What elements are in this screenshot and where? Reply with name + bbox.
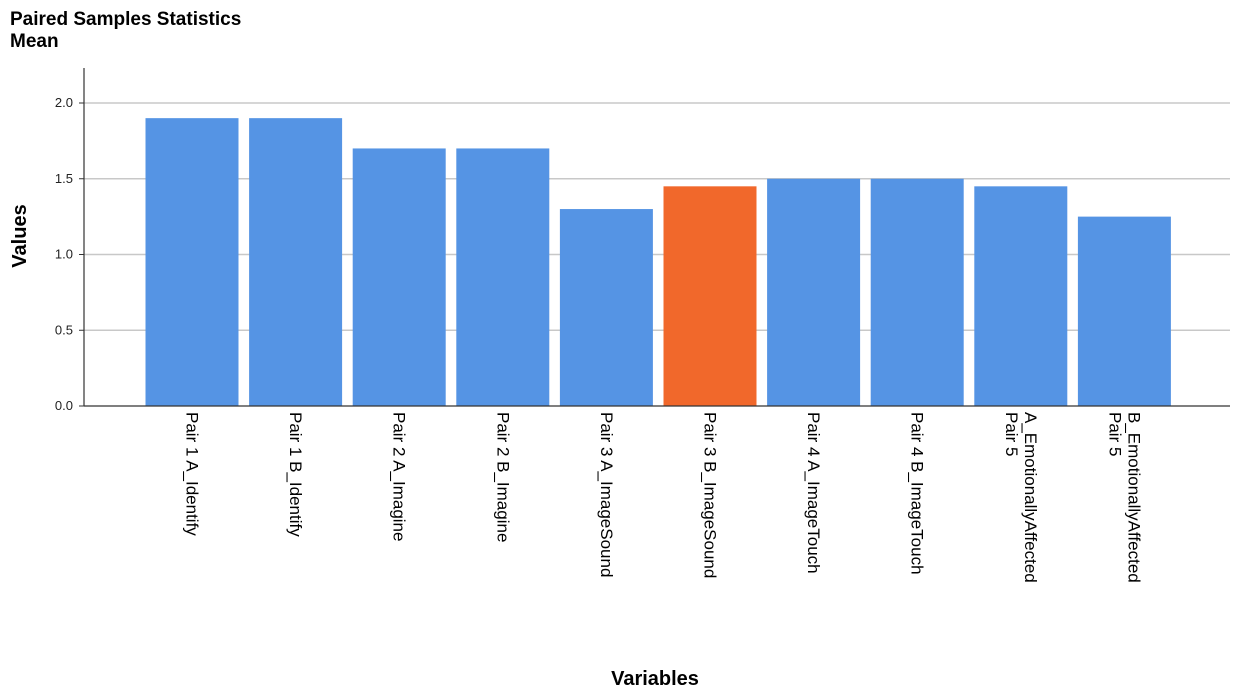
bar [870,178,964,406]
y-tick-label: 0.5 [55,322,73,337]
x-tick-label: Pair 5 [1105,412,1124,456]
bar [456,148,550,406]
y-tick-label: 2.0 [55,95,73,110]
x-axis-title: Variables [611,668,699,690]
x-tick-label: A_EmotionallyAffected [1021,412,1040,583]
bar [145,118,239,407]
category-labels: Pair 1 A_Identify Pair 1 B_Identify Pair 2… [183,412,1144,583]
bar [1077,216,1171,406]
bar [663,186,757,406]
axes: 0.0 0.5 1.0 1.5 2.0 [55,68,1230,413]
chart-title-block: Paired Samples Statistics Mean [10,9,241,53]
x-tick-label: B_EmotionallyAffected [1124,412,1143,583]
y-axis-title: Values [9,204,31,267]
chart-subtitle: Mean [10,31,59,52]
x-tick-label: Pair 3 A_ImageSound [597,412,616,577]
bar [249,118,343,407]
x-tick-label: Pair 2 B_Imagine [493,412,512,542]
x-tick-label: Pair 4 A_ImageTouch [804,412,823,574]
x-tick-label: Pair 5 [1002,412,1021,456]
y-tick-label: 1.5 [55,171,73,186]
x-tick-label: Pair 3 B_ImageSound [701,412,720,578]
x-tick-label: Pair 1 B_Identify [286,412,305,537]
bar [767,178,861,406]
bar [974,186,1068,406]
bar [352,148,446,406]
x-tick-label: Pair 4 B_ImageTouch [908,412,927,575]
x-tick-label: Pair 1 A_Identify [183,412,202,536]
y-tick-label: 1.0 [55,247,73,262]
bars [145,118,1171,407]
bar [559,209,653,406]
x-tick-label: Pair 2 A_Imagine [390,412,409,541]
chart-title: Paired Samples Statistics [10,9,242,30]
y-tick-label: 0.0 [55,398,73,413]
